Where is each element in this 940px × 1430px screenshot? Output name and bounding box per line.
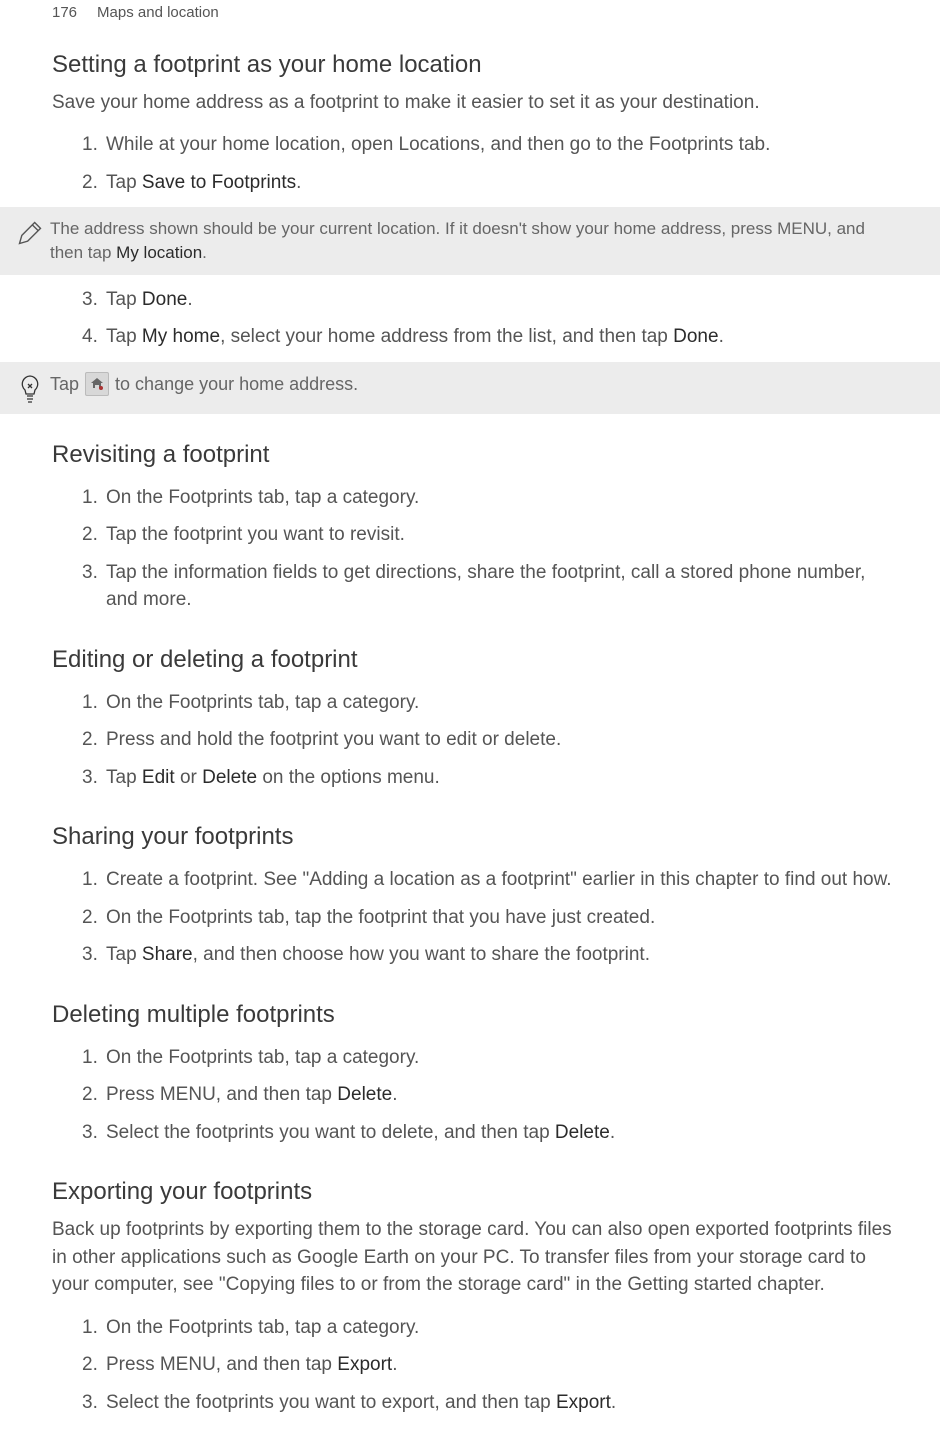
list-item: On the Footprints tab, tap a category.: [52, 684, 900, 722]
list-item: On the Footprints tab, tap a category.: [52, 1309, 900, 1347]
heading-editing: Editing or deleting a footprint: [52, 643, 940, 678]
list-item: Press MENU, and then tap Export.: [52, 1346, 900, 1384]
page-number: 176: [52, 2, 77, 24]
chapter-title: Maps and location: [97, 2, 219, 24]
text: .: [610, 1122, 615, 1143]
text: Tap: [106, 172, 142, 193]
intro-setting-home: Save your home address as a footprint to…: [52, 89, 900, 117]
text-bold: Edit: [142, 767, 175, 788]
text-bold: Export: [556, 1392, 611, 1413]
text: Tap: [106, 326, 142, 347]
text: , and then choose how you want to share …: [193, 944, 650, 965]
text-bold: Done: [142, 289, 187, 310]
text: Tap: [50, 372, 79, 397]
heading-deleting-multiple: Deleting multiple footprints: [52, 998, 940, 1033]
list-item: On the Footprints tab, tap a category.: [52, 1039, 900, 1077]
home-pin-icon: [85, 372, 109, 396]
text: to change your home address.: [115, 372, 358, 397]
heading-setting-home: Setting a footprint as your home locatio…: [52, 48, 940, 83]
steps-setting-home-b: Tap Done. Tap My home, select your home …: [52, 281, 900, 356]
text-bold: My location: [116, 243, 202, 262]
list-item: While at your home location, open Locati…: [52, 126, 900, 164]
list-item: Tap Save to Footprints.: [52, 164, 900, 202]
text: or: [175, 767, 202, 788]
text: Select the footprints you want to export…: [106, 1392, 556, 1413]
list-item: Select the footprints you want to delete…: [52, 1114, 900, 1152]
heading-sharing: Sharing your footprints: [52, 820, 940, 855]
text-bold: Share: [142, 944, 193, 965]
tip-callout: Tap to change your home address.: [0, 362, 940, 414]
steps-sharing: Create a footprint. See "Adding a locati…: [52, 861, 900, 974]
note-callout: The address shown should be your current…: [0, 207, 940, 275]
text: .: [187, 289, 192, 310]
text-bold: Delete: [555, 1122, 610, 1143]
list-item: Press and hold the footprint you want to…: [52, 721, 900, 759]
note-text: The address shown should be your current…: [50, 217, 900, 265]
list-item: Tap the footprint you want to revisit.: [52, 516, 900, 554]
text: .: [202, 243, 207, 262]
list-item: Tap the information fields to get direct…: [52, 554, 900, 619]
text-bold: Done: [673, 326, 718, 347]
text: .: [392, 1084, 397, 1105]
list-item: Press MENU, and then tap Delete.: [52, 1076, 900, 1114]
text: .: [611, 1392, 616, 1413]
list-item: Tap Share, and then choose how you want …: [52, 936, 900, 974]
steps-revisiting: On the Footprints tab, tap a category. T…: [52, 479, 900, 619]
lightbulb-icon: [10, 372, 50, 404]
list-item: Create a footprint. See "Adding a locati…: [52, 861, 900, 899]
tip-text: Tap to change your home address.: [50, 372, 358, 397]
text-bold: Delete: [202, 767, 257, 788]
heading-revisiting: Revisiting a footprint: [52, 438, 940, 473]
heading-exporting: Exporting your footprints: [52, 1175, 940, 1210]
list-item: Select the footprints you want to export…: [52, 1384, 900, 1422]
intro-exporting: Back up footprints by exporting them to …: [52, 1216, 900, 1299]
list-item: Tap Done.: [52, 281, 900, 319]
list-item: On the Footprints tab, tap the footprint…: [52, 899, 900, 937]
steps-exporting: On the Footprints tab, tap a category. P…: [52, 1309, 900, 1422]
text: Press MENU, and then tap: [106, 1084, 337, 1105]
list-item: On the Footprints tab, tap a category.: [52, 479, 900, 517]
text: on the options menu.: [257, 767, 440, 788]
steps-deleting-multiple: On the Footprints tab, tap a category. P…: [52, 1039, 900, 1152]
text-bold: Save to Footprints: [142, 172, 296, 193]
text: , select your home address from the list…: [220, 326, 673, 347]
text: Tap: [106, 944, 142, 965]
text: Tap: [106, 289, 142, 310]
text: Select the footprints you want to delete…: [106, 1122, 555, 1143]
pencil-icon: [10, 217, 50, 247]
text-bold: Export: [337, 1354, 392, 1375]
page-header: 176 Maps and location: [0, 0, 940, 24]
list-item: Tap My home, select your home address fr…: [52, 318, 900, 356]
text: Press MENU, and then tap: [106, 1354, 337, 1375]
steps-setting-home-a: While at your home location, open Locati…: [52, 126, 900, 201]
text: .: [296, 172, 301, 193]
text: Tap: [106, 767, 142, 788]
steps-editing: On the Footprints tab, tap a category. P…: [52, 684, 900, 797]
list-item: Tap Edit or Delete on the options menu.: [52, 759, 900, 797]
text-bold: My home: [142, 326, 220, 347]
text: .: [719, 326, 724, 347]
text: .: [392, 1354, 397, 1375]
text-bold: Delete: [337, 1084, 392, 1105]
